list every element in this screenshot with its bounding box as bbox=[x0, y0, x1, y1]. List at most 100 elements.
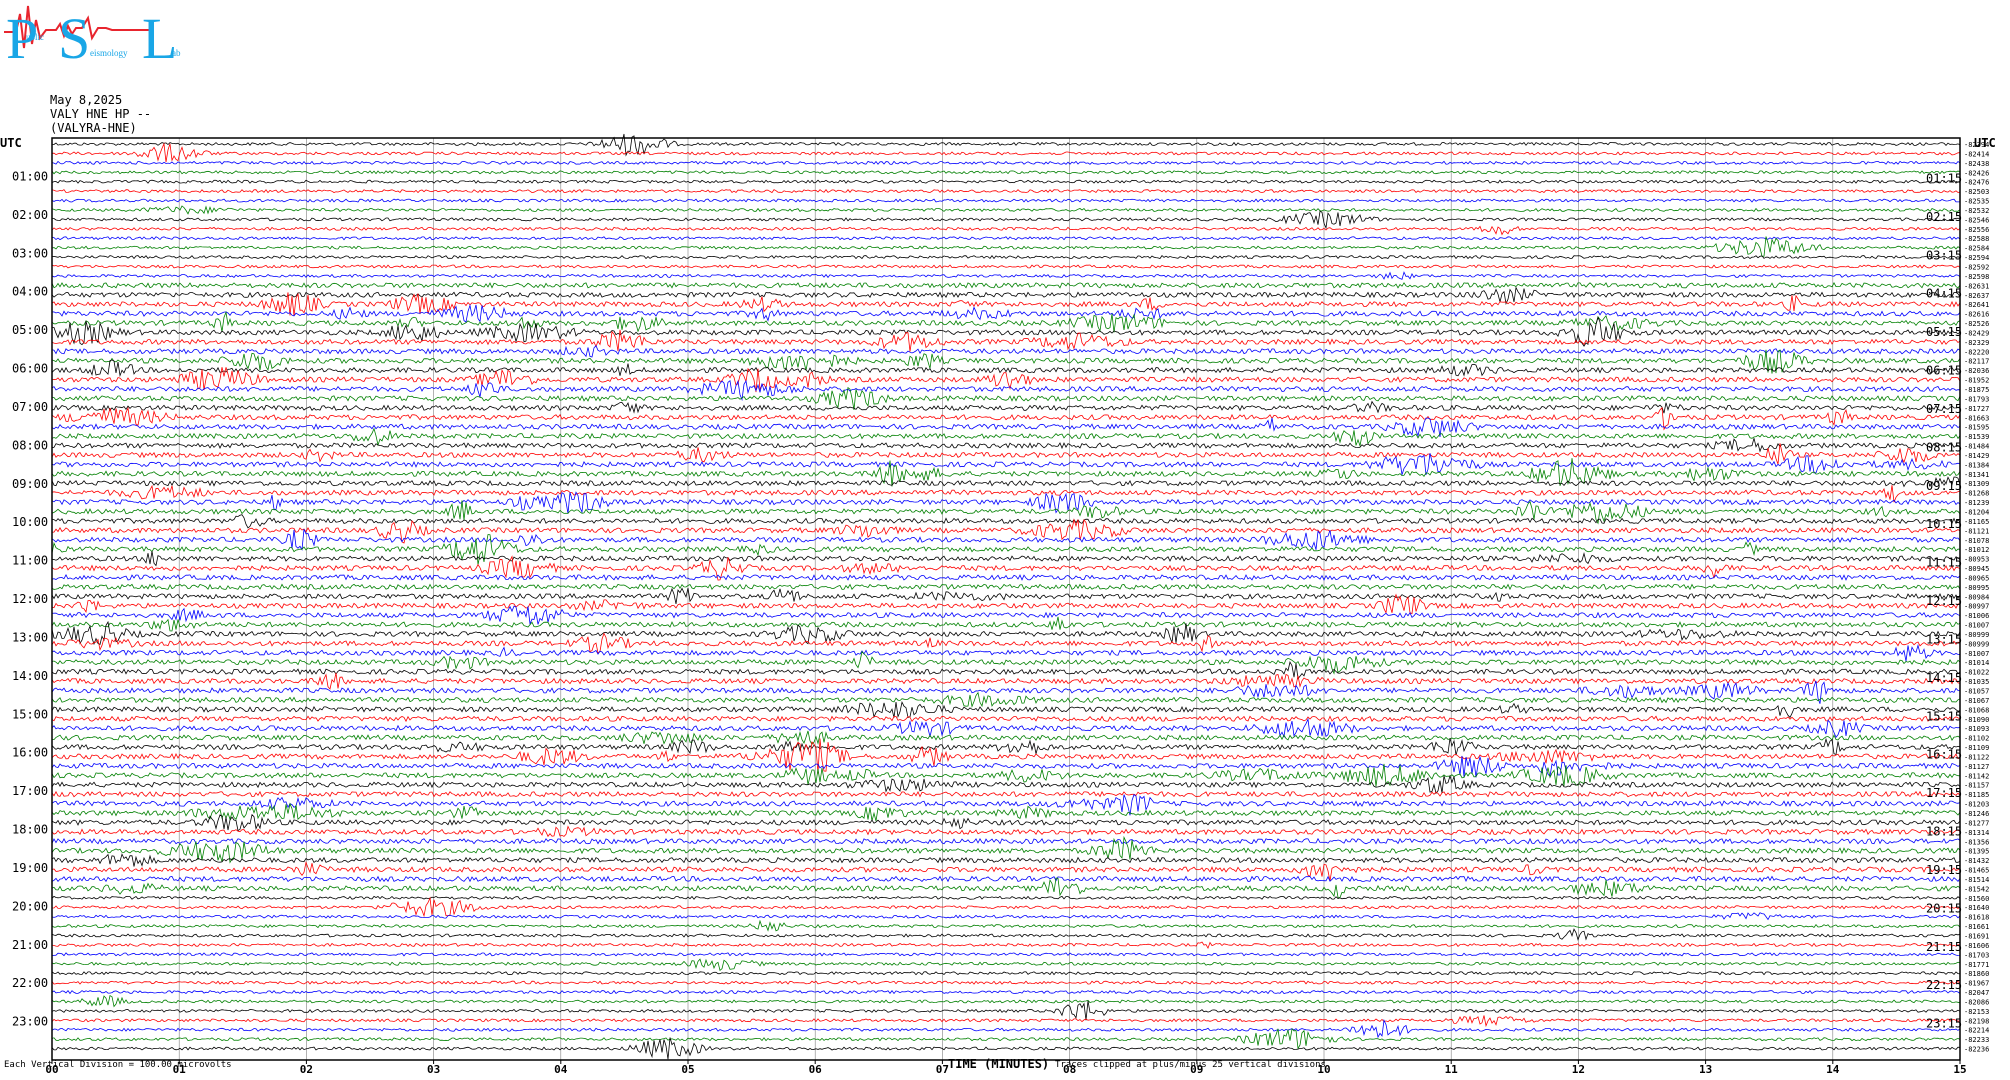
hour-label-right: 10:15 bbox=[1926, 517, 1962, 531]
trace-line-77 bbox=[51, 860, 1961, 882]
trace-line-32 bbox=[51, 438, 1961, 453]
trace-offset-label: -81691 bbox=[1964, 933, 1989, 941]
hour-label-right: 06:15 bbox=[1926, 364, 1962, 378]
hour-label-left: 07:00 bbox=[12, 400, 48, 414]
trace-offset-label: -82329 bbox=[1964, 339, 1989, 347]
x-tick-label: 09 bbox=[1190, 1063, 1203, 1076]
hour-label-left: 01:00 bbox=[12, 169, 48, 183]
x-axis-label: TIME (MINUTES) bbox=[948, 1057, 1050, 1071]
trace-line-87 bbox=[51, 958, 1961, 972]
trace-line-9 bbox=[51, 225, 1961, 236]
trace-line-83 bbox=[51, 919, 1961, 932]
x-tick-label: 04 bbox=[554, 1063, 568, 1076]
trace-line-0 bbox=[51, 133, 1961, 157]
trace-line-67 bbox=[51, 763, 1961, 787]
trace-offset-label: -82117 bbox=[1964, 358, 1989, 366]
trace-offset-label: -82594 bbox=[1964, 254, 1989, 262]
trace-line-90 bbox=[51, 989, 1961, 995]
trace-line-50 bbox=[51, 605, 1961, 626]
trace-line-18 bbox=[51, 303, 1961, 323]
logo-word-eismology: eismology bbox=[90, 48, 128, 58]
trace-offset-label: -81663 bbox=[1964, 414, 1989, 422]
trace-offset-label: -81204 bbox=[1964, 509, 1989, 517]
trace-line-28 bbox=[51, 400, 1961, 414]
trace-offset-label: -82631 bbox=[1964, 282, 1989, 290]
trace-offset-label: -81268 bbox=[1964, 490, 1989, 498]
trace-offset-label: -82414 bbox=[1964, 150, 1989, 158]
trace-offset-label: -81007 bbox=[1964, 622, 1989, 630]
trace-offset-label: -80999 bbox=[1964, 640, 1989, 648]
trace-line-78 bbox=[51, 875, 1961, 883]
trace-offset-label: -82426 bbox=[1964, 169, 1989, 177]
trace-line-69 bbox=[51, 790, 1961, 798]
trace-offset-label: -81539 bbox=[1964, 433, 1989, 441]
trace-line-23 bbox=[51, 349, 1961, 374]
hour-label-left: 12:00 bbox=[12, 592, 48, 606]
plot-frame bbox=[51, 137, 1961, 1061]
trace-offset-label: -82233 bbox=[1964, 1036, 1989, 1044]
hour-label-left: 16:00 bbox=[12, 746, 48, 760]
trace-offset-label: -81185 bbox=[1964, 791, 1989, 799]
trace-line-49 bbox=[51, 593, 1961, 615]
trace-line-8 bbox=[51, 210, 1961, 230]
x-tick-label: 06 bbox=[809, 1063, 823, 1076]
vertical-division-note: Each Vertical Division = 100.00 microvol… bbox=[4, 1060, 232, 1070]
hour-label-right: 18:15 bbox=[1926, 825, 1962, 839]
trace-offset-label: -81277 bbox=[1964, 819, 1989, 827]
trace-offset-label: -81484 bbox=[1964, 443, 1989, 451]
hour-label-left: 10:00 bbox=[12, 515, 48, 529]
psl-logo: P ublic S eismology L ab bbox=[4, 5, 181, 71]
hour-label-right: 20:15 bbox=[1926, 901, 1962, 915]
trace-offset-label: -81875 bbox=[1964, 386, 1989, 394]
trace-line-65 bbox=[51, 738, 1961, 774]
x-tick-label: 13 bbox=[1699, 1063, 1712, 1076]
trace-line-71 bbox=[51, 802, 1961, 822]
trace-line-14 bbox=[51, 271, 1961, 280]
trace-offset-label: -81309 bbox=[1964, 480, 1989, 488]
trace-offset-label: -81514 bbox=[1964, 876, 1989, 884]
logo-seismic-wave bbox=[4, 5, 152, 49]
trace-offset-label: -82214 bbox=[1964, 1027, 1989, 1035]
hour-label-right: 03:15 bbox=[1926, 248, 1962, 262]
trace-line-60 bbox=[51, 700, 1961, 719]
trace-line-38 bbox=[51, 491, 1961, 514]
hour-label-left: 22:00 bbox=[12, 976, 48, 990]
hour-label-left: 05:00 bbox=[12, 323, 48, 337]
trace-offset-label: -81429 bbox=[1964, 452, 1989, 460]
trace-offset-label: -82503 bbox=[1964, 188, 1989, 196]
hour-label-right: 13:15 bbox=[1926, 632, 1962, 646]
trace-line-53 bbox=[51, 632, 1961, 654]
trace-offset-label: -82592 bbox=[1964, 264, 1989, 272]
trace-line-40 bbox=[51, 514, 1961, 529]
trace-line-58 bbox=[51, 680, 1961, 704]
trace-line-16 bbox=[51, 286, 1961, 305]
trace-offset-label: -81157 bbox=[1964, 782, 1989, 790]
x-tick-label: 10 bbox=[1317, 1063, 1330, 1076]
x-tick-label: 11 bbox=[1445, 1063, 1459, 1076]
trace-line-68 bbox=[51, 774, 1961, 795]
trace-offset-label: -81093 bbox=[1964, 725, 1989, 733]
trace-line-61 bbox=[51, 715, 1961, 723]
site-label: (VALYRA-HNE) bbox=[50, 121, 137, 135]
logo-letter-s: S bbox=[58, 6, 90, 71]
trace-line-72 bbox=[51, 813, 1961, 832]
trace-line-3 bbox=[51, 169, 1961, 175]
x-tick-label: 15 bbox=[1953, 1063, 1966, 1076]
trace-offset-label: -82429 bbox=[1964, 330, 1989, 338]
trace-line-64 bbox=[51, 737, 1961, 756]
trace-line-29 bbox=[51, 406, 1961, 431]
hour-label-left: 13:00 bbox=[12, 630, 48, 644]
trace-line-6 bbox=[51, 198, 1960, 203]
trace-line-4 bbox=[51, 179, 1961, 184]
trace-offset-label: -81542 bbox=[1964, 885, 1989, 893]
trace-line-25 bbox=[51, 367, 1961, 393]
logo-word-ublic: ublic bbox=[26, 32, 44, 42]
trace-offset-label: -81142 bbox=[1964, 772, 1989, 780]
trace-offset-label: -82394 bbox=[1964, 141, 1989, 149]
trace-line-54 bbox=[51, 643, 1961, 662]
logo-letter-p: P bbox=[6, 6, 38, 71]
trace-line-48 bbox=[51, 587, 1961, 604]
trace-offset-label: -81035 bbox=[1964, 678, 1989, 686]
trace-line-17 bbox=[51, 292, 1961, 317]
